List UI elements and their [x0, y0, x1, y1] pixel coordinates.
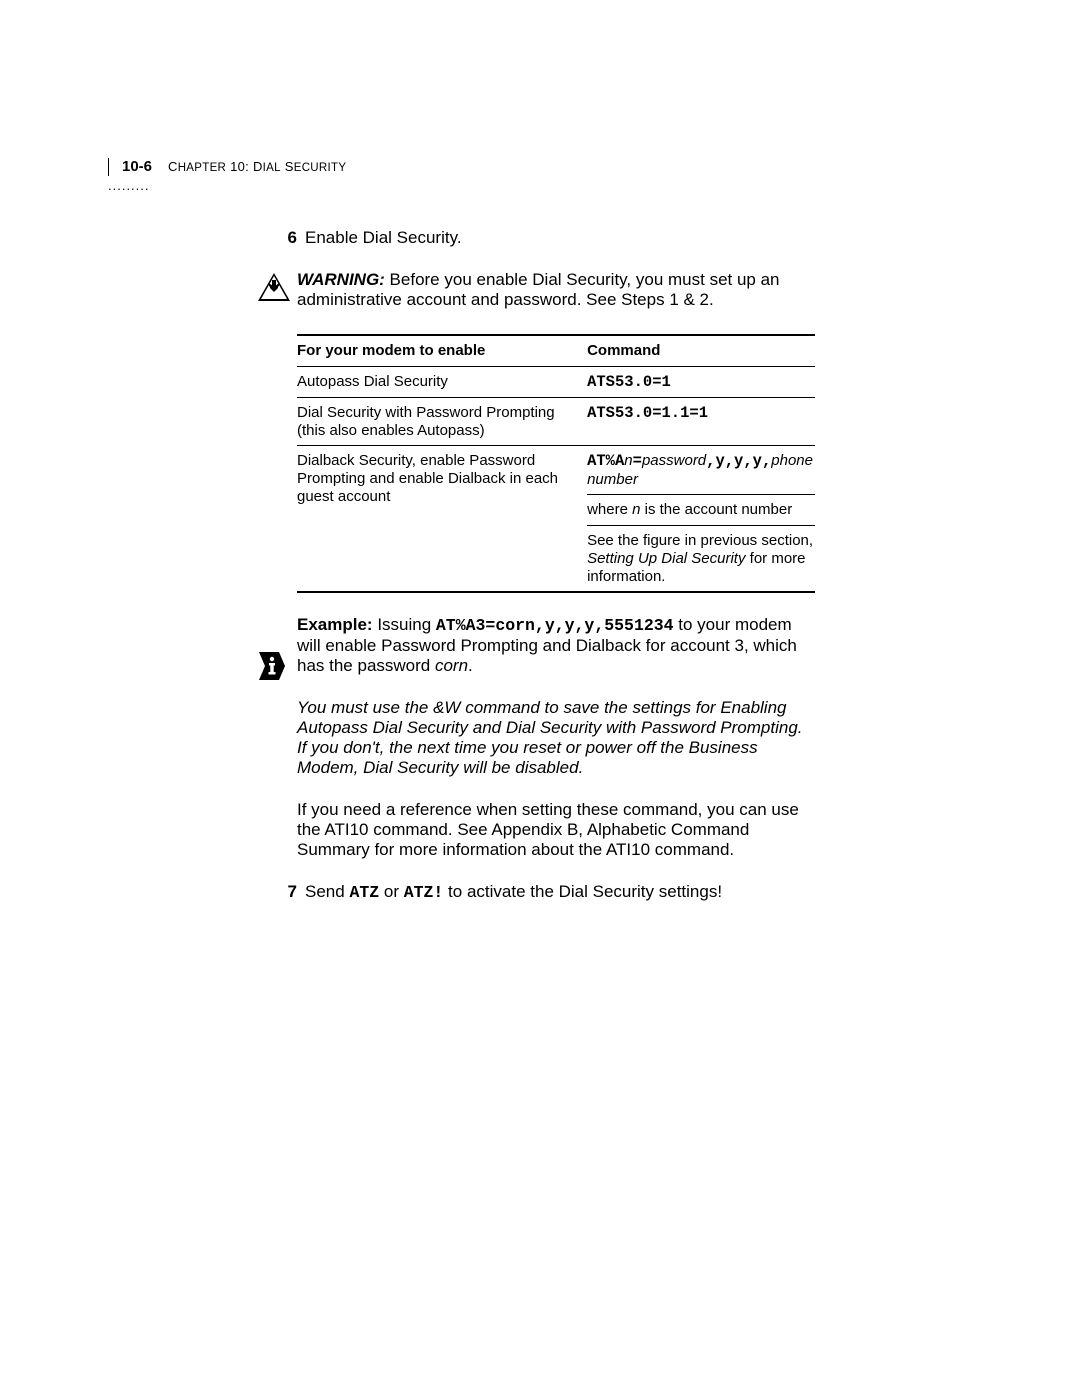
example-post-b: .: [468, 656, 473, 675]
table-cell-r2c2: ATS53.0=1.1=1: [587, 398, 815, 446]
warning-block: WARNING: Before you enable Dial Security…: [297, 270, 815, 310]
table-r3-where: where n is the account number: [587, 494, 815, 519]
table-r1-cmd: ATS53.0=1: [587, 373, 671, 391]
step-7: 7 Send ATZ or ATZ! to activate the Dial …: [257, 882, 817, 902]
table-cell-r3c1: Dialback Security, enable Password Promp…: [297, 446, 587, 592]
step-7-pre: Send: [305, 882, 349, 901]
chapter-title: CHAPTER 10: DIAL SECURITY: [168, 159, 346, 174]
example-label: Example:: [297, 615, 373, 634]
chapter-num-sep: 10:: [226, 159, 253, 174]
table-cell-r2c1: Dial Security with Password Prompting (t…: [297, 398, 587, 446]
example-command: AT%A3=corn,y,y,y,5551234: [436, 616, 674, 635]
example-pre: Issuing: [373, 615, 436, 634]
command-table: For your modem to enable Command Autopas…: [297, 334, 815, 593]
main-content: 6 Enable Dial Security. WARNING: Before …: [257, 228, 817, 925]
table-r3-see-a: See the figure in previous section,: [587, 532, 813, 549]
table-r2-cmd: ATS53.0=1.1=1: [587, 404, 708, 422]
table-r3c1c: guest account: [297, 488, 390, 505]
page: 10-6 CHAPTER 10: DIAL SECURITY .........…: [0, 0, 1080, 1397]
table-r3-cmd-eq: =: [633, 452, 642, 470]
table-r2c1a: Dial Security with Password Prompting: [297, 404, 555, 421]
chapter-word-rest: HAPTER: [178, 162, 226, 174]
warning-label: WARNING:: [297, 270, 385, 289]
table-r3-see-ital: Setting Up Dial Security: [587, 550, 745, 567]
table-r3c1a: Dialback Security, enable Password: [297, 452, 535, 469]
table-r3-where-b: is the account number: [640, 501, 792, 518]
step-6: 6 Enable Dial Security.: [257, 228, 817, 248]
table-row: Dial Security with Password Prompting (t…: [297, 398, 815, 446]
table-header-row: For your modem to enable Command: [297, 335, 815, 366]
table-r3-see: See the figure in previous section, Sett…: [587, 525, 815, 585]
table-cell-r1c1: Autopass Dial Security: [297, 366, 587, 397]
table-r3c1b: Prompting and enable Dialback in each: [297, 470, 558, 487]
table-cell-r1c2: ATS53.0=1: [587, 366, 815, 397]
header-rule-vertical: [108, 158, 109, 176]
chapter-title-s: S: [285, 159, 294, 174]
step-6-number: 6: [257, 228, 305, 248]
table-r3-cmd-yyy: ,y,y,y,: [706, 452, 771, 470]
step-7-number: 7: [257, 882, 305, 902]
note-block: You must use the &W command to save the …: [297, 698, 815, 778]
step-7-post: to activate the Dial Security settings!: [443, 882, 722, 901]
table-row: Dialback Security, enable Password Promp…: [297, 446, 815, 592]
header-dots: .........: [108, 178, 150, 193]
table-header-col1: For your modem to enable: [297, 335, 587, 366]
example-block: Example: Issuing AT%A3=corn,y,y,y,555123…: [297, 615, 817, 676]
chapter-title-ecurity: ECURITY: [294, 162, 347, 174]
table-r3-cmd-at: AT%A: [587, 452, 624, 470]
step-7-text: Send ATZ or ATZ! to activate the Dial Se…: [305, 882, 817, 902]
page-number: 10-6: [122, 158, 152, 175]
step-6-text: Enable Dial Security.: [305, 228, 817, 248]
reference-block: If you need a reference when setting the…: [297, 800, 815, 860]
step-7-mid: or: [379, 882, 404, 901]
step-7-cmd1: ATZ: [349, 883, 379, 902]
table-cell-r3c2: AT%An=password,y,y,y,phone number where …: [587, 446, 815, 592]
table-r3-cmd-pw: password: [642, 452, 706, 469]
chapter-word-c: C: [168, 159, 178, 174]
step-7-cmd2: ATZ!: [404, 883, 444, 902]
table-header-col2: Command: [587, 335, 815, 366]
chapter-title-ial: IAL: [263, 162, 281, 174]
table-r3-cmd-n: n: [624, 452, 632, 469]
example-password: corn: [435, 656, 468, 675]
table-r2c1b: (this also enables Autopass): [297, 422, 485, 439]
table-row: Autopass Dial Security ATS53.0=1: [297, 366, 815, 397]
chapter-title-d: D: [253, 159, 263, 174]
table-r3-where-a: where: [587, 501, 632, 518]
